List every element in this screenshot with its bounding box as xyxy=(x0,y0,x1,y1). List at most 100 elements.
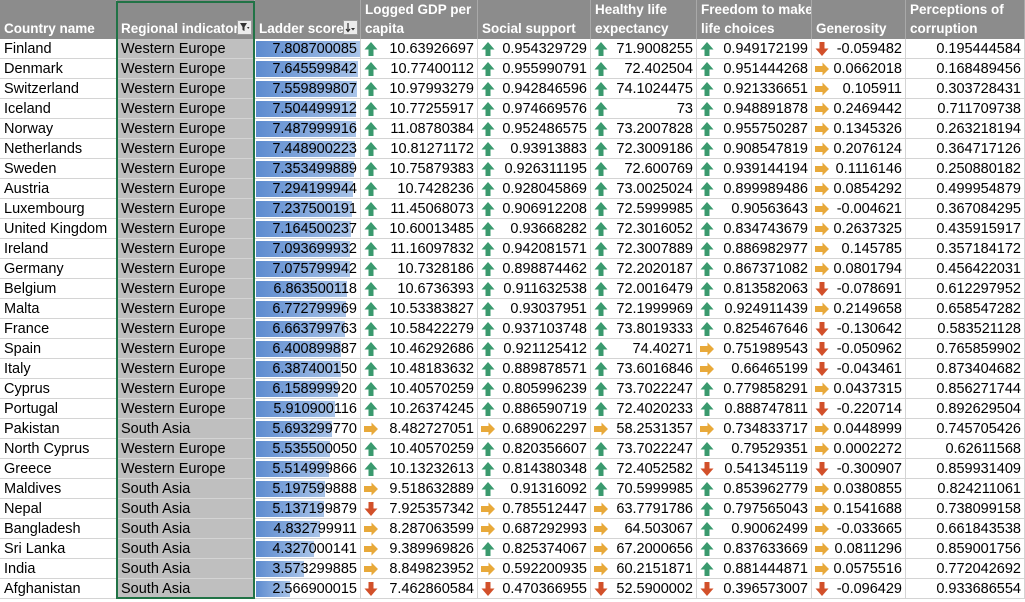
cell-life[interactable]: 73 xyxy=(591,99,697,119)
cell-country[interactable]: Italy xyxy=(0,359,117,379)
cell-ladder[interactable]: 7.237500191 xyxy=(255,199,361,219)
cell-ladder[interactable]: 6.863500118 xyxy=(255,279,361,299)
cell-freedom[interactable]: 0.90563643 xyxy=(697,199,812,219)
cell-life[interactable]: 71.9008255 xyxy=(591,39,697,59)
cell-social[interactable]: 0.91316092 xyxy=(478,479,591,499)
cell-social[interactable]: 0.906912208 xyxy=(478,199,591,219)
cell-corr[interactable]: 0.859001756 xyxy=(906,539,1025,559)
cell-country[interactable]: Portugal xyxy=(0,399,117,419)
cell-region[interactable]: Western Europe xyxy=(117,439,255,459)
cell-gen[interactable]: 0.2637325 xyxy=(812,219,906,239)
cell-gen[interactable]: 0.105911 xyxy=(812,79,906,99)
cell-country[interactable]: France xyxy=(0,319,117,339)
cell-country[interactable]: United Kingdom xyxy=(0,219,117,239)
cell-corr[interactable]: 0.435915917 xyxy=(906,219,1025,239)
cell-corr[interactable]: 0.661843538 xyxy=(906,519,1025,539)
cell-corr[interactable]: 0.62611568 xyxy=(906,439,1025,459)
cell-freedom[interactable]: 0.899989486 xyxy=(697,179,812,199)
cell-region[interactable]: Western Europe xyxy=(117,279,255,299)
cell-gdp[interactable]: 10.7428236 xyxy=(361,179,478,199)
cell-life[interactable]: 58.2531357 xyxy=(591,419,697,439)
cell-gen[interactable]: 0.0811296 xyxy=(812,539,906,559)
header-gdp[interactable]: Logged GDP per capita xyxy=(361,0,478,39)
cell-gen[interactable]: 0.2469442 xyxy=(812,99,906,119)
cell-region[interactable]: Western Europe xyxy=(117,339,255,359)
cell-social[interactable]: 0.93668282 xyxy=(478,219,591,239)
cell-social[interactable]: 0.926311195 xyxy=(478,159,591,179)
cell-gdp[interactable]: 11.16097832 xyxy=(361,239,478,259)
cell-country[interactable]: Afghanistan xyxy=(0,579,117,599)
cell-region[interactable]: Western Europe xyxy=(117,199,255,219)
cell-gen[interactable]: 0.0380855 xyxy=(812,479,906,499)
header-freedom[interactable]: Freedom to make life choices xyxy=(697,0,812,39)
cell-social[interactable]: 0.825374067 xyxy=(478,539,591,559)
cell-gen[interactable]: -0.043461 xyxy=(812,359,906,379)
cell-social[interactable]: 0.937103748 xyxy=(478,319,591,339)
cell-social[interactable]: 0.687292993 xyxy=(478,519,591,539)
cell-freedom[interactable]: 0.939144194 xyxy=(697,159,812,179)
cell-life[interactable]: 72.3007889 xyxy=(591,239,697,259)
cell-ladder[interactable]: 5.137199879 xyxy=(255,499,361,519)
cell-gen[interactable]: 0.0002272 xyxy=(812,439,906,459)
cell-gdp[interactable]: 11.45068073 xyxy=(361,199,478,219)
cell-country[interactable]: Cyprus xyxy=(0,379,117,399)
cell-freedom[interactable]: 0.79529351 xyxy=(697,439,812,459)
cell-freedom[interactable]: 0.813582063 xyxy=(697,279,812,299)
cell-region[interactable]: Western Europe xyxy=(117,359,255,379)
cell-ladder[interactable]: 5.693299770 xyxy=(255,419,361,439)
cell-social[interactable]: 0.93037951 xyxy=(478,299,591,319)
cell-country[interactable]: Netherlands xyxy=(0,139,117,159)
cell-freedom[interactable]: 0.881444871 xyxy=(697,559,812,579)
cell-gdp[interactable]: 10.97993279 xyxy=(361,79,478,99)
cell-gdp[interactable]: 7.925357342 xyxy=(361,499,478,519)
cell-region[interactable]: Western Europe xyxy=(117,99,255,119)
cell-freedom[interactable]: 0.951444268 xyxy=(697,59,812,79)
cell-region[interactable]: South Asia xyxy=(117,419,255,439)
cell-life[interactable]: 73.7022247 xyxy=(591,379,697,399)
cell-freedom[interactable]: 0.751989543 xyxy=(697,339,812,359)
cell-corr[interactable]: 0.456422031 xyxy=(906,259,1025,279)
cell-ladder[interactable]: 7.075799942 xyxy=(255,259,361,279)
cell-country[interactable]: Iceland xyxy=(0,99,117,119)
header-country[interactable]: Country name xyxy=(0,0,117,39)
cell-region[interactable]: Western Europe xyxy=(117,39,255,59)
header-generosity[interactable]: Generosity xyxy=(812,0,906,39)
cell-region[interactable]: South Asia xyxy=(117,579,255,599)
cell-social[interactable]: 0.954329729 xyxy=(478,39,591,59)
cell-gen[interactable]: 0.2149658 xyxy=(812,299,906,319)
cell-gdp[interactable]: 10.40570259 xyxy=(361,379,478,399)
cell-gen[interactable]: 0.0662018 xyxy=(812,59,906,79)
cell-life[interactable]: 64.503067 xyxy=(591,519,697,539)
cell-country[interactable]: Finland xyxy=(0,39,117,59)
cell-corr[interactable]: 0.711709738 xyxy=(906,99,1025,119)
cell-gdp[interactable]: 9.518632889 xyxy=(361,479,478,499)
cell-social[interactable]: 0.952486575 xyxy=(478,119,591,139)
cell-life[interactable]: 73.0025024 xyxy=(591,179,697,199)
cell-social[interactable]: 0.470366955 xyxy=(478,579,591,599)
cell-social[interactable]: 0.820356607 xyxy=(478,439,591,459)
cell-region[interactable]: Western Europe xyxy=(117,179,255,199)
cell-ladder[interactable]: 4.327000141 xyxy=(255,539,361,559)
cell-gen[interactable]: 0.0801794 xyxy=(812,259,906,279)
cell-corr[interactable]: 0.933686554 xyxy=(906,579,1025,599)
cell-region[interactable]: Western Europe xyxy=(117,219,255,239)
cell-gdp[interactable]: 10.13232613 xyxy=(361,459,478,479)
cell-life[interactable]: 60.2151871 xyxy=(591,559,697,579)
cell-ladder[interactable]: 6.400899887 xyxy=(255,339,361,359)
cell-corr[interactable]: 0.263218194 xyxy=(906,119,1025,139)
cell-life[interactable]: 72.600769 xyxy=(591,159,697,179)
cell-country[interactable]: Spain xyxy=(0,339,117,359)
cell-corr[interactable]: 0.873404682 xyxy=(906,359,1025,379)
cell-region[interactable]: Western Europe xyxy=(117,399,255,419)
cell-gen[interactable]: -0.220714 xyxy=(812,399,906,419)
cell-corr[interactable]: 0.168489456 xyxy=(906,59,1025,79)
cell-corr[interactable]: 0.357184172 xyxy=(906,239,1025,259)
cell-country[interactable]: Sri Lanka xyxy=(0,539,117,559)
cell-region[interactable]: South Asia xyxy=(117,499,255,519)
cell-freedom[interactable]: 0.90062499 xyxy=(697,519,812,539)
header-social[interactable]: Social support xyxy=(478,0,591,39)
cell-corr[interactable]: 0.738099158 xyxy=(906,499,1025,519)
cell-social[interactable]: 0.921125412 xyxy=(478,339,591,359)
cell-freedom[interactable]: 0.888747811 xyxy=(697,399,812,419)
